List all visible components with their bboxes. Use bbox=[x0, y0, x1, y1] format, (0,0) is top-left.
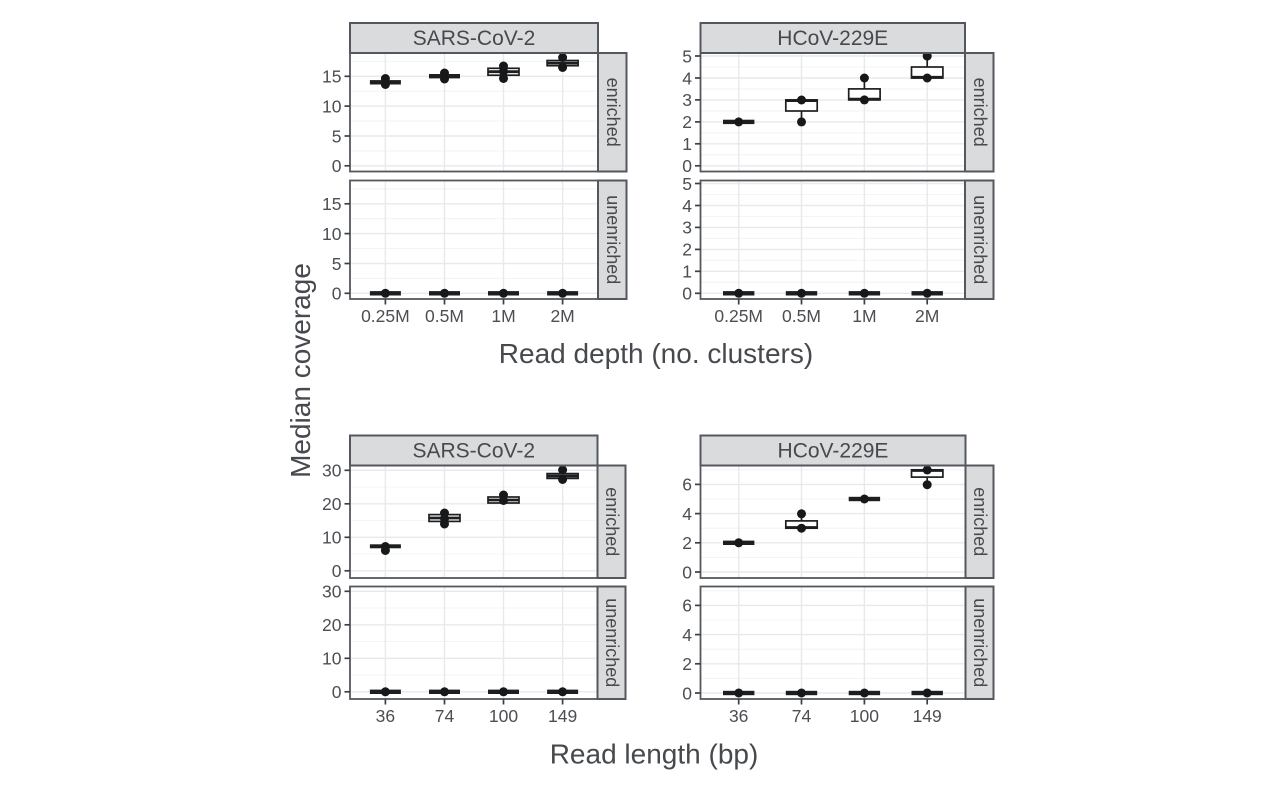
svg-text:30: 30 bbox=[322, 582, 342, 602]
svg-text:15: 15 bbox=[322, 194, 341, 214]
svg-text:enriched: enriched bbox=[603, 78, 623, 147]
svg-text:2: 2 bbox=[682, 533, 692, 553]
svg-text:unenriched: unenriched bbox=[970, 195, 990, 284]
svg-text:0.25M: 0.25M bbox=[714, 306, 763, 326]
svg-text:3: 3 bbox=[682, 90, 692, 110]
svg-text:10: 10 bbox=[322, 224, 342, 244]
svg-text:2: 2 bbox=[682, 654, 692, 674]
svg-text:6: 6 bbox=[682, 596, 692, 616]
svg-text:5: 5 bbox=[682, 174, 692, 194]
svg-text:5: 5 bbox=[682, 46, 692, 66]
svg-text:30: 30 bbox=[322, 461, 342, 481]
svg-text:1M: 1M bbox=[491, 306, 515, 326]
svg-text:unenriched: unenriched bbox=[970, 598, 990, 687]
svg-text:74: 74 bbox=[435, 706, 455, 726]
svg-text:2: 2 bbox=[682, 112, 692, 132]
svg-text:2: 2 bbox=[682, 240, 692, 260]
svg-text:enriched: enriched bbox=[970, 78, 990, 147]
svg-text:unenriched: unenriched bbox=[603, 195, 623, 284]
svg-text:20: 20 bbox=[322, 615, 342, 635]
svg-text:10: 10 bbox=[322, 96, 342, 116]
svg-text:10: 10 bbox=[322, 528, 342, 548]
svg-text:0: 0 bbox=[682, 156, 692, 176]
svg-text:4: 4 bbox=[682, 196, 692, 216]
svg-text:enriched: enriched bbox=[602, 487, 622, 556]
svg-text:4: 4 bbox=[682, 625, 692, 645]
svg-text:36: 36 bbox=[729, 706, 748, 726]
svg-text:0: 0 bbox=[332, 284, 342, 304]
svg-text:149: 149 bbox=[548, 706, 577, 726]
svg-text:149: 149 bbox=[913, 706, 942, 726]
svg-text:20: 20 bbox=[322, 494, 342, 514]
svg-text:100: 100 bbox=[489, 706, 518, 726]
svg-text:0: 0 bbox=[332, 156, 342, 176]
svg-text:enriched: enriched bbox=[970, 487, 990, 556]
svg-text:0: 0 bbox=[682, 683, 692, 703]
svg-text:15: 15 bbox=[322, 67, 341, 87]
svg-text:SARS-CoV-2: SARS-CoV-2 bbox=[413, 27, 536, 50]
svg-text:0.25M: 0.25M bbox=[361, 306, 410, 326]
svg-text:0.5M: 0.5M bbox=[782, 306, 821, 326]
svg-text:2M: 2M bbox=[550, 306, 574, 326]
svg-text:100: 100 bbox=[850, 706, 879, 726]
svg-text:10: 10 bbox=[322, 649, 342, 669]
svg-text:3: 3 bbox=[682, 218, 692, 238]
svg-text:1M: 1M bbox=[852, 306, 876, 326]
svg-text:Read depth (no. clusters): Read depth (no. clusters) bbox=[499, 338, 813, 369]
svg-text:74: 74 bbox=[792, 706, 812, 726]
svg-text:5: 5 bbox=[332, 126, 342, 146]
svg-text:0.5M: 0.5M bbox=[425, 306, 464, 326]
svg-text:SARS-CoV-2: SARS-CoV-2 bbox=[412, 440, 535, 463]
svg-text:unenriched: unenriched bbox=[602, 598, 622, 687]
svg-text:4: 4 bbox=[682, 504, 692, 524]
svg-text:HCoV-229E: HCoV-229E bbox=[778, 440, 889, 463]
svg-text:Median coverage: Median coverage bbox=[285, 263, 316, 478]
svg-text:1: 1 bbox=[682, 262, 692, 282]
svg-text:0: 0 bbox=[332, 682, 342, 702]
svg-text:6: 6 bbox=[682, 475, 692, 495]
svg-text:0: 0 bbox=[682, 284, 692, 304]
svg-text:4: 4 bbox=[682, 68, 692, 88]
svg-text:1: 1 bbox=[682, 134, 692, 154]
svg-text:5: 5 bbox=[332, 254, 342, 274]
svg-text:Read length (bp): Read length (bp) bbox=[550, 738, 759, 769]
svg-text:2M: 2M bbox=[915, 306, 939, 326]
svg-text:HCoV-229E: HCoV-229E bbox=[777, 27, 888, 50]
svg-text:0: 0 bbox=[682, 562, 692, 582]
svg-text:36: 36 bbox=[376, 706, 395, 726]
svg-text:0: 0 bbox=[332, 561, 342, 581]
